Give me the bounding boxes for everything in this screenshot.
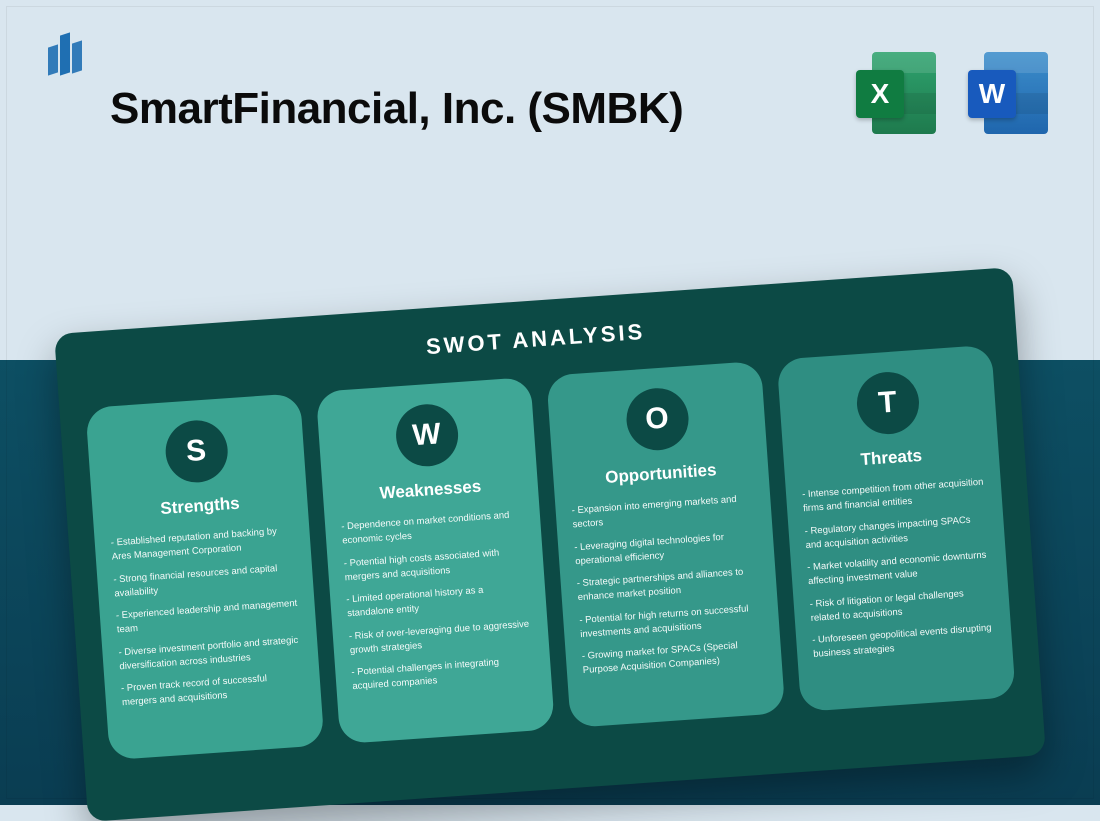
swot-item: - Potential challenges in integrating ac… bbox=[351, 653, 536, 694]
swot-item: - Potential high costs associated with m… bbox=[343, 544, 528, 585]
swot-item: - Experienced leadership and management … bbox=[115, 597, 300, 638]
swot-item: - Leveraging digital technologies for op… bbox=[574, 528, 759, 569]
swot-item: - Growing market for SPACs (Special Purp… bbox=[581, 637, 766, 678]
swot-item: - Established reputation and backing by … bbox=[110, 524, 295, 565]
swot-item: - Regulatory changes impacting SPACs and… bbox=[804, 512, 989, 553]
swot-column-title: Weaknesses bbox=[379, 477, 482, 504]
swot-items: - Established reputation and backing by … bbox=[110, 524, 305, 719]
swot-badge: S bbox=[163, 418, 229, 484]
swot-board-wrap: SWOT ANALYSIS SStrengths- Established re… bbox=[54, 267, 1046, 821]
swot-item: - Dependence on market conditions and ec… bbox=[341, 508, 526, 549]
swot-item: - Expansion into emerging markets and se… bbox=[571, 492, 756, 533]
swot-column-s: S Strengths - Established reputation and b… bbox=[85, 393, 324, 760]
swot-badge: W bbox=[394, 402, 460, 468]
swot-item: - Risk of litigation or legal challenges… bbox=[809, 585, 994, 626]
swot-item: - Market volatility and economic downtur… bbox=[807, 548, 992, 589]
word-icon[interactable]: W bbox=[968, 52, 1054, 138]
swot-columns: S Strengths - Established reputation and b… bbox=[85, 345, 1015, 760]
page-title: SmartFinancial, Inc. (SMBK) bbox=[110, 84, 683, 135]
word-tile: W bbox=[968, 70, 1016, 118]
swot-item: - Potential for high returns on successf… bbox=[579, 601, 764, 642]
swot-board: SWOT ANALYSIS SStrengths- Established re… bbox=[54, 267, 1046, 821]
swot-item: - Risk of over-leveraging due to aggress… bbox=[348, 617, 533, 658]
swot-column-o: O Opportunities - Expansion into emerging … bbox=[546, 361, 785, 728]
swot-column-title: Opportunities bbox=[605, 460, 718, 488]
swot-item: - Proven track record of successful merg… bbox=[121, 670, 306, 711]
excel-tile: X bbox=[856, 70, 904, 118]
swot-items: - Expansion into emerging markets and se… bbox=[571, 492, 766, 687]
swot-item: - Unforeseen geopolitical events disrupt… bbox=[812, 621, 997, 662]
swot-badge: O bbox=[624, 386, 690, 452]
swot-item: - Strong financial resources and capital… bbox=[113, 560, 298, 601]
swot-item: - Limited operational history as a stand… bbox=[346, 581, 531, 622]
swot-item: - Diverse investment portfolio and strat… bbox=[118, 633, 303, 674]
brand-logo bbox=[44, 28, 88, 80]
swot-column-w: W Weaknesses - Dependence on market condit… bbox=[316, 377, 555, 744]
swot-column-t: T Threats - Intense competition from other… bbox=[777, 345, 1016, 712]
swot-item: - Strategic partnerships and alliances t… bbox=[576, 564, 761, 605]
swot-column-title: Threats bbox=[860, 446, 923, 470]
app-icons: X W bbox=[856, 52, 1054, 138]
swot-items: - Dependence on market conditions and ec… bbox=[341, 508, 536, 703]
excel-icon[interactable]: X bbox=[856, 52, 942, 138]
swot-items: - Intense competition from other acquisi… bbox=[802, 476, 997, 671]
swot-item: - Intense competition from other acquisi… bbox=[802, 476, 987, 517]
swot-column-title: Strengths bbox=[160, 494, 241, 519]
swot-badge: T bbox=[854, 370, 920, 436]
